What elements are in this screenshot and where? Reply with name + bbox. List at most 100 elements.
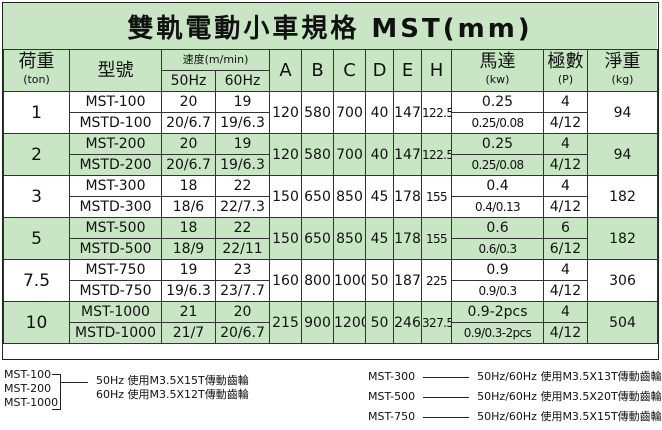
header-h: H bbox=[421, 49, 452, 92]
motor-cell: 0.9-2pcs bbox=[451, 301, 544, 323]
header-60hz: 60Hz bbox=[215, 70, 270, 92]
poles-cell: 4 bbox=[543, 91, 588, 113]
poles-cell: 4/12 bbox=[543, 196, 588, 218]
dim-b-cell: 650 bbox=[301, 175, 334, 218]
dim-d-cell: 45 bbox=[365, 217, 394, 260]
model-cell: MST-100 bbox=[69, 91, 162, 113]
poles-cell: 4 bbox=[543, 259, 588, 281]
header-load: 荷重 (ton) bbox=[3, 49, 70, 92]
dim-c-cell: 850 bbox=[333, 175, 366, 218]
dim-e-cell: 147 bbox=[393, 91, 422, 134]
model-cell: MST-500 bbox=[69, 217, 162, 239]
spec-table: 荷重 (ton) 型號 速度(m/min) A B C D E H 馬達 (kw) … bbox=[3, 49, 658, 344]
speed-60hz-cell: 20/6.7 bbox=[215, 322, 270, 344]
note-right-1: MST-300 50Hz/60Hz 使用M3.5X13T傳動齒輪 bbox=[368, 370, 662, 383]
note-models-list: MST-100 MST-200 MST-1000 bbox=[4, 368, 59, 409]
dim-b-cell: 900 bbox=[301, 301, 334, 344]
model-cell: MSTD-300 bbox=[69, 196, 162, 218]
spec-sheet: 雙軌電動小車規格 MST(mm) 荷重 (ton) 型號 速度(m/min) A … bbox=[2, 2, 659, 360]
bracket-mark bbox=[52, 374, 61, 410]
speed-50hz-cell: 20 bbox=[161, 133, 216, 155]
dim-h-cell: 122.5 bbox=[421, 91, 452, 134]
dim-b-cell: 580 bbox=[301, 133, 334, 176]
model-cell: MST-300 bbox=[69, 175, 162, 197]
speed-60hz-cell: 19/6.3 bbox=[215, 112, 270, 134]
header-b: B bbox=[301, 49, 334, 92]
dim-c-cell: 700 bbox=[333, 91, 366, 134]
poles-cell: 4 bbox=[543, 133, 588, 155]
dim-c-cell: 700 bbox=[333, 133, 366, 176]
dim-d-cell: 40 bbox=[365, 91, 394, 134]
table-row: 1 MST-100 20 19 120 580 700 40 147 122.5 0.25 4 94 bbox=[3, 91, 658, 134]
speed-60hz-cell: 22/7.3 bbox=[215, 196, 270, 218]
speed-50hz-cell: 18 bbox=[161, 175, 216, 197]
load-cell: 2 bbox=[3, 133, 70, 176]
table-row: MSTD-100 20/6.7 19/6.3 0.25/0.08 4/12 bbox=[4, 112, 658, 134]
dim-e-cell: 178 bbox=[393, 175, 422, 218]
speed-50hz-cell: 18/6 bbox=[161, 196, 216, 218]
motor-cell: 0.25 bbox=[451, 133, 544, 155]
speed-60hz-cell: 20 bbox=[215, 301, 270, 323]
motor-cell: 0.4 bbox=[451, 175, 544, 197]
speed-50hz-cell: 18/9 bbox=[161, 238, 216, 260]
speed-50hz-cell: 21 bbox=[161, 301, 216, 323]
header-motor: 馬達 (kw) bbox=[451, 49, 544, 92]
dim-a-cell: 120 bbox=[269, 133, 302, 176]
header-a: A bbox=[269, 49, 302, 92]
gear-notes: MST-100 MST-200 MST-1000 50Hz 使用M3.5X15T… bbox=[0, 364, 662, 430]
load-cell: 1 bbox=[3, 91, 70, 134]
speed-60hz-cell: 22/11 bbox=[215, 238, 270, 260]
speed-50hz-cell: 19 bbox=[161, 259, 216, 281]
speed-50hz-cell: 20/6.7 bbox=[161, 154, 216, 176]
weight-cell: 182 bbox=[587, 175, 658, 218]
weight-cell: 182 bbox=[587, 217, 658, 260]
speed-60hz-cell: 23 bbox=[215, 259, 270, 281]
load-cell: 7.5 bbox=[3, 259, 70, 302]
speed-60hz-cell: 19/6.3 bbox=[215, 154, 270, 176]
table-row: MSTD-500 18/9 22/11 0.6/0.3 6/12 bbox=[4, 238, 658, 260]
motor-cell: 0.6 bbox=[451, 217, 544, 239]
dim-a-cell: 215 bbox=[269, 301, 302, 344]
dim-d-cell: 45 bbox=[365, 175, 394, 218]
weight-cell: 94 bbox=[587, 133, 658, 176]
motor-cell: 0.9/0.3 bbox=[451, 280, 544, 302]
speed-50hz-cell: 20 bbox=[161, 91, 216, 113]
model-cell: MSTD-500 bbox=[69, 238, 162, 260]
speed-50hz-cell: 19/6.3 bbox=[161, 280, 216, 302]
table-row: 5 MST-500 18 22 150 650 850 45 178 155 0.6 6 182 bbox=[3, 217, 658, 260]
poles-cell: 4 bbox=[543, 301, 588, 323]
speed-60hz-cell: 23/7.7 bbox=[215, 280, 270, 302]
dim-e-cell: 246 bbox=[393, 301, 422, 344]
motor-cell: 0.25/0.08 bbox=[451, 154, 544, 176]
dim-e-cell: 147 bbox=[393, 133, 422, 176]
dim-h-cell: 122.5 bbox=[421, 133, 452, 176]
poles-cell: 4/12 bbox=[543, 112, 588, 134]
dim-h-cell: 327.5 bbox=[421, 301, 452, 344]
note-right-2: MST-500 50Hz/60Hz 使用M3.5X20T傳動齒輪 bbox=[368, 390, 662, 403]
model-cell: MSTD-100 bbox=[69, 112, 162, 134]
poles-cell: 6/12 bbox=[543, 238, 588, 260]
motor-cell: 0.6/0.3 bbox=[451, 238, 544, 260]
weight-cell: 94 bbox=[587, 91, 658, 134]
dim-b-cell: 800 bbox=[301, 259, 334, 302]
poles-cell: 4/12 bbox=[543, 154, 588, 176]
model-cell: MSTD-750 bbox=[69, 280, 162, 302]
model-cell: MST-1000 bbox=[69, 301, 162, 323]
load-cell: 5 bbox=[3, 217, 70, 260]
dim-d-cell: 40 bbox=[365, 133, 394, 176]
model-cell: MSTD-200 bbox=[69, 154, 162, 176]
poles-cell: 4/12 bbox=[543, 322, 588, 344]
note-right-3: MST-750 50Hz/60Hz 使用M3.5X15T傳動齒輪 bbox=[368, 410, 662, 423]
dim-e-cell: 178 bbox=[393, 217, 422, 260]
bracket-line bbox=[60, 382, 88, 383]
dim-c-cell: 1200 bbox=[333, 301, 366, 344]
note-gear-lines: 50Hz 使用M3.5X15T傳動齒輪 60Hz 使用M3.5X12T傳動齒輪 bbox=[96, 374, 249, 401]
table-row: MSTD-1000 21/7 20/6.7 0.9/0.3-2pcs 4/12 bbox=[4, 322, 658, 344]
load-cell: 10 bbox=[3, 301, 70, 344]
table-row: 2 MST-200 20 19 120 580 700 40 147 122.5 0.25 4 94 bbox=[3, 133, 658, 176]
speed-60hz-cell: 19 bbox=[215, 133, 270, 155]
dim-c-cell: 1000 bbox=[333, 259, 366, 302]
motor-cell: 0.9/0.3-2pcs bbox=[451, 322, 544, 344]
table-row: MSTD-750 19/6.3 23/7.7 0.9/0.3 4/12 bbox=[4, 280, 658, 302]
model-cell: MSTD-1000 bbox=[69, 322, 162, 344]
